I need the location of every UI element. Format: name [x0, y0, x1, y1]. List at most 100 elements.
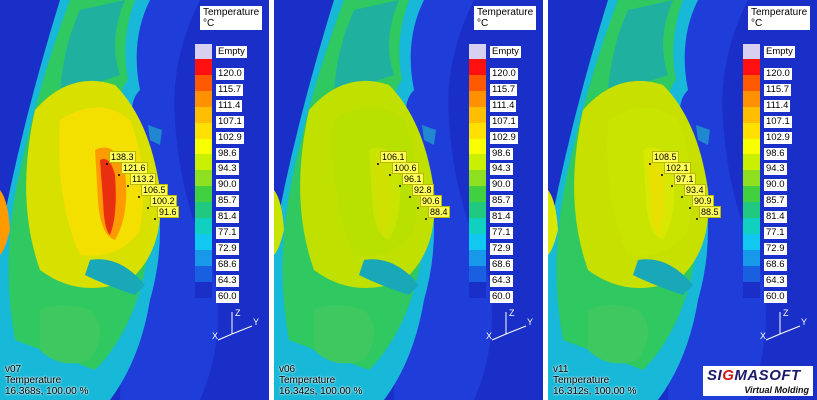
scale-label: 72.9 [490, 242, 513, 255]
info-time: 16.342s, 100.00 % [279, 386, 363, 397]
axis-y-label: Y [253, 317, 259, 327]
legend-title-text: Temperature [477, 7, 534, 18]
scale-swatch [469, 90, 486, 107]
legend-title-text: Temperature [203, 7, 260, 18]
scale-swatch [469, 74, 486, 91]
scale-swatch [743, 122, 760, 139]
scale-swatch [469, 106, 486, 123]
scale-swatch [743, 249, 760, 266]
probe-point [106, 163, 108, 165]
probe-point [689, 207, 691, 209]
probe-point [377, 163, 379, 165]
scale-label: 68.6 [490, 258, 513, 271]
scale-label: 64.3 [764, 274, 787, 287]
probe-point [409, 196, 411, 198]
info-quantity: Temperature [553, 375, 610, 386]
probe-point [147, 207, 149, 209]
axis-y-label: Y [527, 317, 533, 327]
scale-swatch [743, 138, 760, 155]
legend-title-text: Temperature [751, 7, 808, 18]
scale-swatch [195, 218, 212, 234]
scale-swatch [195, 138, 212, 155]
probe-point [154, 218, 156, 220]
axis-x-label: X [212, 331, 218, 341]
scale-label: 81.4 [216, 211, 239, 224]
scale-label: 107.1 [764, 115, 792, 128]
scale-label: 111.4 [490, 99, 517, 112]
scale-swatch-empty [195, 44, 212, 59]
legend-unit: °C [203, 18, 215, 29]
scale-swatch [195, 233, 212, 250]
scale-swatch [469, 202, 486, 219]
scale-swatch [469, 186, 486, 203]
scale-swatch [743, 233, 760, 250]
scale-swatch [469, 281, 486, 298]
axis-z-label: Z [783, 308, 789, 318]
scale-swatch [743, 281, 760, 298]
scale-swatch [195, 281, 212, 298]
scale-swatch [195, 154, 212, 171]
scale-swatch [195, 186, 212, 203]
probe-point [389, 174, 391, 176]
scale-swatch [195, 249, 212, 266]
scale-swatch-empty [743, 44, 760, 59]
axis-triad-icon: Z Y X [212, 308, 259, 341]
sigmasoft-logo: SIGMASOFT Virtual Molding [703, 366, 813, 396]
scale-swatch [469, 233, 486, 250]
scale-label: 81.4 [490, 211, 513, 224]
scale-swatch [743, 106, 760, 123]
scale-label: 85.7 [490, 195, 513, 208]
scale-swatch [195, 122, 212, 139]
legend-title: Temperature °C [474, 6, 537, 30]
scale-label: 72.9 [216, 242, 239, 255]
scale-label: 98.6 [216, 147, 239, 160]
scale-label: 115.7 [490, 83, 518, 96]
scale-label: 60.0 [490, 290, 513, 303]
scale-label: 115.7 [764, 83, 792, 96]
scale-label: 77.1 [490, 227, 513, 239]
probe-point [118, 174, 120, 176]
scale-label: 102.9 [216, 131, 244, 144]
scale-label: 90.0 [216, 179, 239, 192]
info-quantity: Temperature [279, 375, 336, 386]
scale-label: 102.9 [490, 131, 518, 144]
axis-x-label: X [486, 331, 492, 341]
scale-swatch [469, 59, 486, 75]
probe-point [127, 185, 129, 187]
logo-brand-b: G [722, 367, 735, 384]
scale-swatch [195, 202, 212, 219]
result-info: v11 Temperature 16.312s, 100.00 % [553, 364, 636, 397]
legend-unit: °C [751, 18, 763, 29]
scale-swatch [195, 59, 212, 75]
scale-swatch [469, 154, 486, 171]
scale-label: 111.4 [764, 99, 791, 112]
scale-label: 107.1 [216, 115, 244, 128]
scale-swatch [743, 218, 760, 234]
scale-label: 120.0 [490, 68, 518, 80]
scale-label-empty: Empty [764, 46, 795, 58]
scale-swatch [743, 90, 760, 107]
scale-swatch [469, 218, 486, 234]
scale-swatch [195, 106, 212, 123]
logo-tagline: Virtual Molding [744, 385, 809, 395]
scale-swatch-empty [469, 44, 486, 59]
scale-swatch [743, 202, 760, 219]
scale-label: 94.3 [764, 163, 787, 176]
probe-point [649, 163, 651, 165]
probe-value-label: 91.6 [157, 206, 179, 218]
scale-label: 64.3 [490, 274, 513, 287]
scale-swatch [469, 170, 486, 187]
scale-label: 98.6 [764, 147, 787, 160]
axis-triad-icon: Z Y X [486, 308, 533, 341]
probe-point [425, 218, 427, 220]
scale-swatch [469, 122, 486, 139]
scale-label: 85.7 [764, 195, 787, 208]
probe-value-label: 88.4 [428, 206, 450, 218]
scale-label: 60.0 [764, 290, 787, 303]
scale-swatch [743, 186, 760, 203]
scale-label: 77.1 [764, 227, 787, 239]
legend-unit: °C [477, 18, 489, 29]
scale-swatch [469, 249, 486, 266]
info-quantity: Temperature [5, 375, 62, 386]
axis-x-label: X [760, 331, 766, 341]
